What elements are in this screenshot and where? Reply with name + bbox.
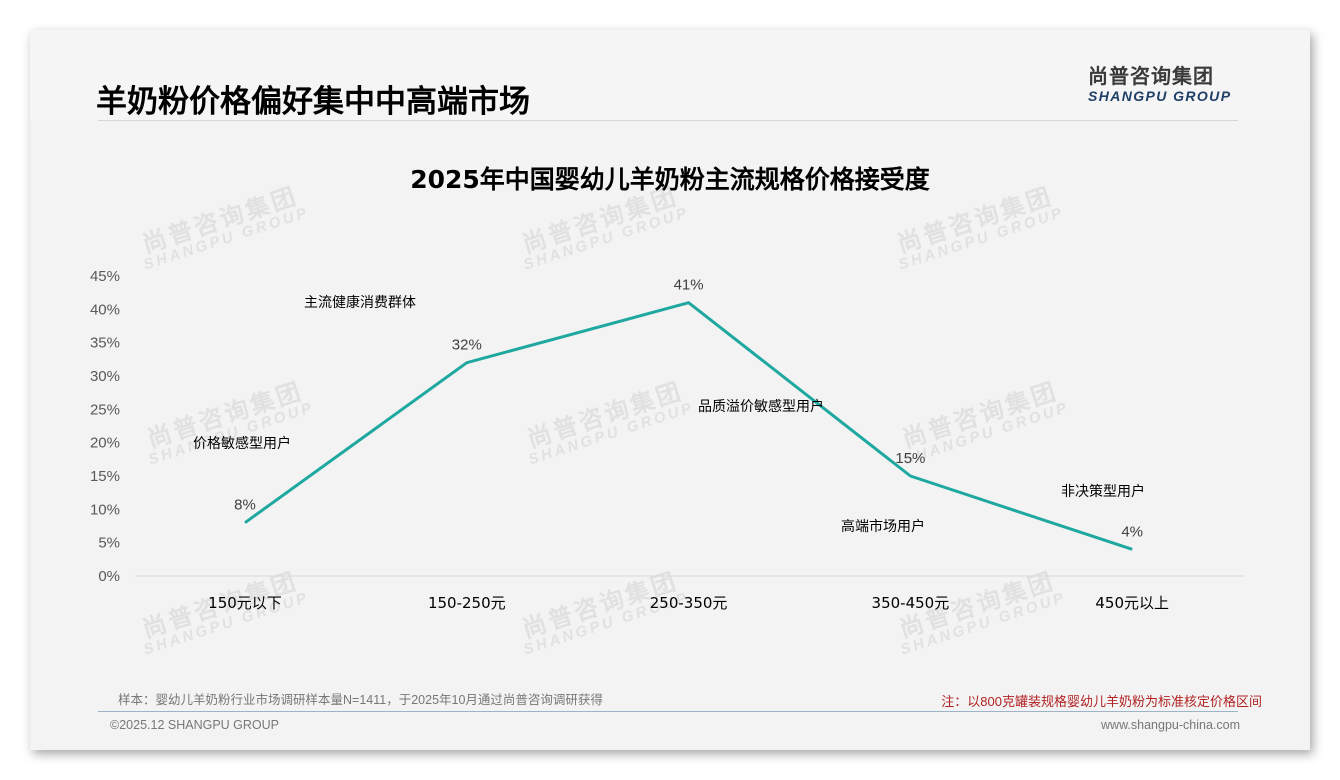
data-label: 15% <box>895 450 925 467</box>
y-tick-label: 45% <box>90 268 120 285</box>
company-logo: 尚普咨询集团 SHANGPU GROUP <box>1088 64 1240 104</box>
annotation-label: 品质溢价敏感型用户 <box>698 398 824 415</box>
x-tick-label: 150元以下 <box>208 594 282 612</box>
data-label: 8% <box>234 497 256 514</box>
series-line <box>244 301 1133 551</box>
annotation-label: 高端市场用户 <box>841 518 925 535</box>
y-tick-label: 0% <box>98 568 120 585</box>
y-tick-label: 15% <box>90 468 120 485</box>
website-link[interactable]: www.shangpu-china.com <box>1101 718 1240 732</box>
annotation-label: 非决策型用户 <box>1061 483 1145 500</box>
x-tick-label: 350-450元 <box>872 594 950 612</box>
annotation-label: 主流健康消费群体 <box>304 294 416 311</box>
logo-en-text: SHANGPU GROUP <box>1088 88 1232 104</box>
data-labels: 8% 32% 41% 15% 4% <box>234 277 1143 541</box>
copyright: ©2025.12 SHANGPU GROUP <box>110 718 279 732</box>
y-axis: 0% 5% 10% 15% 20% 25% 30% 35% 40% 45% <box>90 268 120 585</box>
y-tick-label: 40% <box>90 301 120 318</box>
x-axis: 150元以下 150-250元 250-350元 350-450元 450元以上 <box>208 594 1169 612</box>
y-tick-label: 25% <box>90 401 120 418</box>
price-note: 注：以800克罐装规格婴幼儿羊奶粉为标准核定价格区间 <box>941 694 1262 709</box>
line-chart: 0% 5% 10% 15% 20% 25% 30% 35% 40% 45% 150元以下 150-2… <box>90 268 1245 612</box>
page-title: 羊奶粉价格偏好集中中高端市场 <box>96 84 530 120</box>
x-tick-label: 450元以上 <box>1095 594 1169 612</box>
y-tick-label: 30% <box>90 368 120 385</box>
y-tick-label: 10% <box>90 501 120 518</box>
sample-note: 样本：婴幼儿羊奶粉行业市场调研样本量N=1411，于2025年10月通过尚普咨询… <box>118 693 603 707</box>
x-tick-label: 250-350元 <box>650 594 728 612</box>
y-tick-label: 35% <box>90 335 120 352</box>
data-label: 4% <box>1121 523 1143 540</box>
slide: 尚普咨询集团 SHANGPU GROUP 尚普咨询集团 SHANGPU GROU… <box>30 30 1310 750</box>
x-tick-label: 150-250元 <box>428 594 506 612</box>
header-band <box>30 30 1310 120</box>
logo-cn-text: 尚普咨询集团 <box>1088 64 1214 88</box>
y-tick-label: 20% <box>90 435 120 452</box>
footer-divider <box>98 711 1238 712</box>
y-tick-label: 5% <box>98 535 120 552</box>
data-label: 32% <box>452 337 482 354</box>
chart-title: 2025年中国婴幼儿羊奶粉主流规格价格接受度 <box>410 165 930 194</box>
data-label: 41% <box>674 277 704 294</box>
annotation-label: 价格敏感型用户 <box>193 435 291 452</box>
title-divider <box>98 120 1238 121</box>
